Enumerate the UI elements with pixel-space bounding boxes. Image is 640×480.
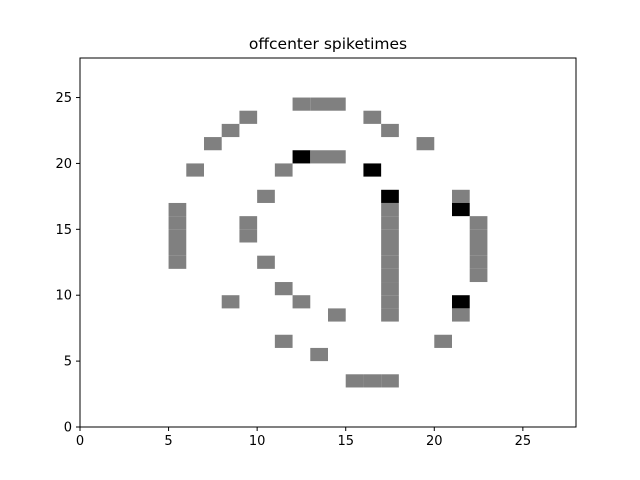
y-tick-label: 15	[55, 223, 72, 238]
spike-cell	[381, 242, 399, 256]
spike-cell	[381, 255, 399, 269]
cells-layer	[168, 97, 488, 388]
spike-cell	[469, 229, 488, 243]
y-tick-label: 5	[64, 355, 72, 370]
x-tick-label: 25	[515, 434, 532, 449]
spike-cell	[328, 97, 346, 111]
y-tick-label: 25	[55, 91, 72, 106]
x-tick-label: 15	[337, 434, 354, 449]
spike-cell	[381, 229, 399, 243]
spike-cell	[328, 150, 346, 164]
spike-cell	[186, 163, 204, 177]
spike-cell	[221, 295, 240, 309]
spike-cell	[381, 295, 399, 309]
spike-cell	[381, 202, 399, 217]
spike-cell	[310, 97, 328, 111]
spike-cell	[239, 216, 258, 230]
x-tick-label: 20	[426, 434, 443, 449]
spike-cell	[381, 374, 399, 388]
spike-cell	[381, 268, 399, 283]
x-tick-label: 5	[164, 434, 172, 449]
spike-cell	[310, 347, 328, 362]
spike-cell	[452, 189, 470, 203]
spike-cell	[381, 189, 399, 203]
spike-cell	[452, 308, 470, 322]
spike-cell	[363, 163, 382, 177]
y-tick-label: 10	[55, 289, 72, 304]
y-tick-label: 0	[64, 421, 72, 436]
spike-cell	[168, 242, 187, 256]
spike-cell	[168, 255, 187, 269]
spike-cell	[274, 334, 293, 348]
y-axis: 0 5 10 15 20 25	[55, 91, 80, 436]
spike-cell	[381, 216, 399, 230]
spike-cell	[381, 282, 399, 296]
spike-cell	[221, 123, 240, 138]
spike-cell	[274, 282, 293, 296]
spike-cell	[204, 137, 222, 151]
spike-cell	[292, 150, 311, 164]
spike-cell	[416, 137, 435, 151]
spike-cell	[381, 308, 399, 322]
spike-cell	[434, 334, 452, 348]
spike-cell	[292, 295, 311, 309]
spike-cell	[469, 255, 488, 269]
spike-cell	[452, 295, 470, 309]
spike-cell	[168, 202, 187, 217]
plot-area-frame	[79, 57, 577, 428]
spike-cell	[274, 163, 293, 177]
spike-cell	[363, 374, 382, 388]
spike-cell	[452, 202, 470, 217]
spike-cell	[239, 229, 258, 243]
spike-cell	[345, 374, 364, 388]
y-tick-label: 20	[55, 157, 72, 172]
spike-cell	[469, 216, 488, 230]
spike-cell	[292, 97, 311, 111]
spike-cell	[363, 110, 382, 124]
spike-cell	[257, 189, 275, 203]
spike-cell	[257, 255, 275, 269]
spike-cell	[469, 242, 488, 256]
spike-cell	[310, 150, 328, 164]
spike-cell	[168, 229, 187, 243]
spike-cell	[381, 123, 399, 138]
spike-cell	[239, 110, 258, 124]
x-tick-label: 0	[76, 434, 84, 449]
spike-cell	[328, 308, 346, 322]
chart-title: offcenter spiketimes	[249, 35, 407, 53]
x-tick-label: 10	[249, 434, 266, 449]
spike-cell	[168, 216, 187, 230]
spike-cell	[469, 268, 488, 283]
x-axis: 0 5 10 15 20 25	[76, 427, 531, 449]
